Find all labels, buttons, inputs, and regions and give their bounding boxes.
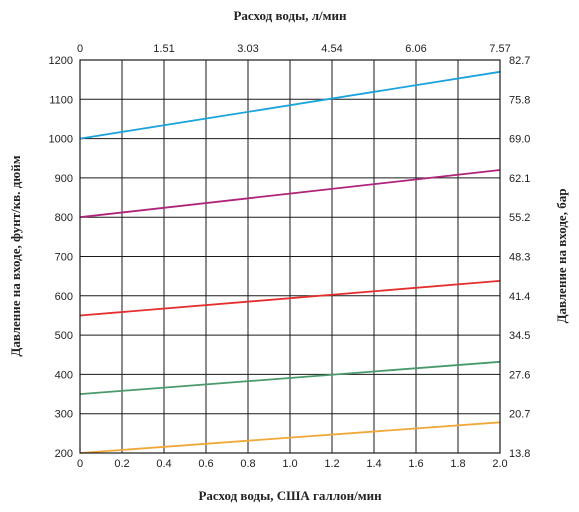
y-axis-title: Давление на входе, фунт/кв. дюйм (8, 155, 23, 356)
y-tick-label: 600 (55, 291, 73, 303)
series-line-2 (79, 169, 501, 219)
y-tick-label: 900 (55, 173, 73, 185)
y2-axis-title: Давление на входе, бар (554, 189, 569, 324)
y2-tick-label: 75.8 (509, 94, 530, 106)
x-tick-label: 0.2 (114, 458, 129, 470)
x2-tick-label: 7.57 (489, 43, 510, 55)
x2-tick-label: 6.06 (405, 43, 426, 55)
y2-tick-label: 13.8 (509, 448, 530, 460)
x-axis-title: Расход воды, США галлон/мин (198, 488, 382, 503)
x2-tick-label: 3.03 (237, 43, 258, 55)
x-tick-label: 0.6 (198, 458, 213, 470)
y2-tick-label: 27.6 (509, 369, 530, 381)
y2-tick-label: 41.4 (509, 291, 530, 303)
y2-tick-label: 82.7 (509, 55, 530, 67)
y-tick-label: 1000 (49, 134, 73, 146)
y2-tick-label: 20.7 (509, 409, 530, 421)
plot-frame (79, 59, 501, 454)
y-tick-label: 1200 (49, 55, 73, 67)
y-tick-label: 1100 (49, 94, 73, 106)
x-tick-label: 0 (77, 458, 83, 470)
y2-tick-label: 69.0 (509, 134, 530, 146)
series-line-5 (79, 421, 501, 454)
series-lines (79, 70, 501, 454)
y2-tick-label: 55.2 (509, 212, 530, 224)
x-tick-label: 1.2 (324, 458, 339, 470)
x2-tick-label: 1.51 (153, 43, 174, 55)
x-tick-label: 0.8 (240, 458, 255, 470)
y-tick-label: 800 (55, 212, 73, 224)
grid (80, 60, 500, 453)
y-tick-label: 400 (55, 369, 73, 381)
series-line-3 (79, 280, 501, 317)
series-line-1 (79, 70, 501, 140)
x-tick-label: 0.4 (156, 458, 171, 470)
y-tick-label: 200 (55, 448, 73, 460)
x2-tick-label: 4.54 (321, 43, 342, 55)
y-tick-label: 300 (55, 409, 73, 421)
x-tick-label: 1.4 (366, 458, 381, 470)
x2-tick-label: 0 (77, 43, 83, 55)
tick-labels: 0 0.2 0.4 0.6 0.8 1.0 1.2 1.4 1.6 1.8 2.0 200 300 400… (49, 43, 531, 470)
x-tick-label: 2.0 (492, 458, 507, 470)
y2-tick-label: 62.1 (509, 173, 530, 185)
y2-tick-label: 48.3 (509, 252, 530, 264)
y2-tick-label: 34.5 (509, 330, 530, 342)
y-tick-label: 500 (55, 330, 73, 342)
x-tick-label: 1.6 (408, 458, 423, 470)
x-tick-label: 1.8 (450, 458, 465, 470)
top-axis-title: Расход воды, л/мин (233, 8, 347, 23)
y-tick-label: 700 (55, 252, 73, 264)
series-line-4 (79, 360, 501, 395)
x-tick-label: 1.0 (282, 458, 297, 470)
